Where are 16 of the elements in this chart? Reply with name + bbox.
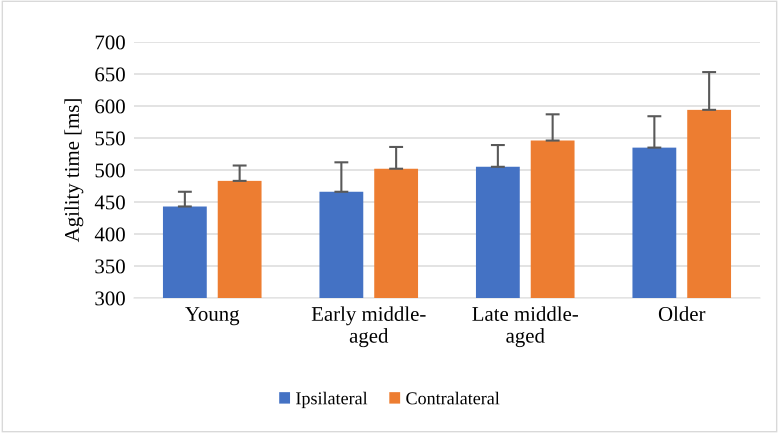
y-tick-label: 350 (95, 259, 125, 274)
y-tick-label: 300 (95, 291, 125, 306)
x-tick-label: Early middle- aged (312, 306, 426, 348)
x-tick-label: Older (658, 306, 706, 321)
y-tick-label: 700 (96, 35, 125, 50)
legend-label: Contralateral (406, 392, 500, 404)
y-tick-label: 500 (96, 163, 125, 178)
y-tick-label: 450 (94, 195, 125, 210)
x-tick-label: Late middle- aged (472, 306, 578, 348)
y-tick-label: 550 (96, 131, 125, 146)
y-axis-title: Agility time [ms] (64, 99, 84, 242)
y-tick-label: 600 (95, 99, 125, 114)
y-tick-label: 400 (94, 227, 125, 242)
y-tick-label: 650 (95, 67, 125, 82)
legend-label: Ipsilateral (296, 392, 368, 408)
x-tick-label: Young (185, 307, 240, 326)
